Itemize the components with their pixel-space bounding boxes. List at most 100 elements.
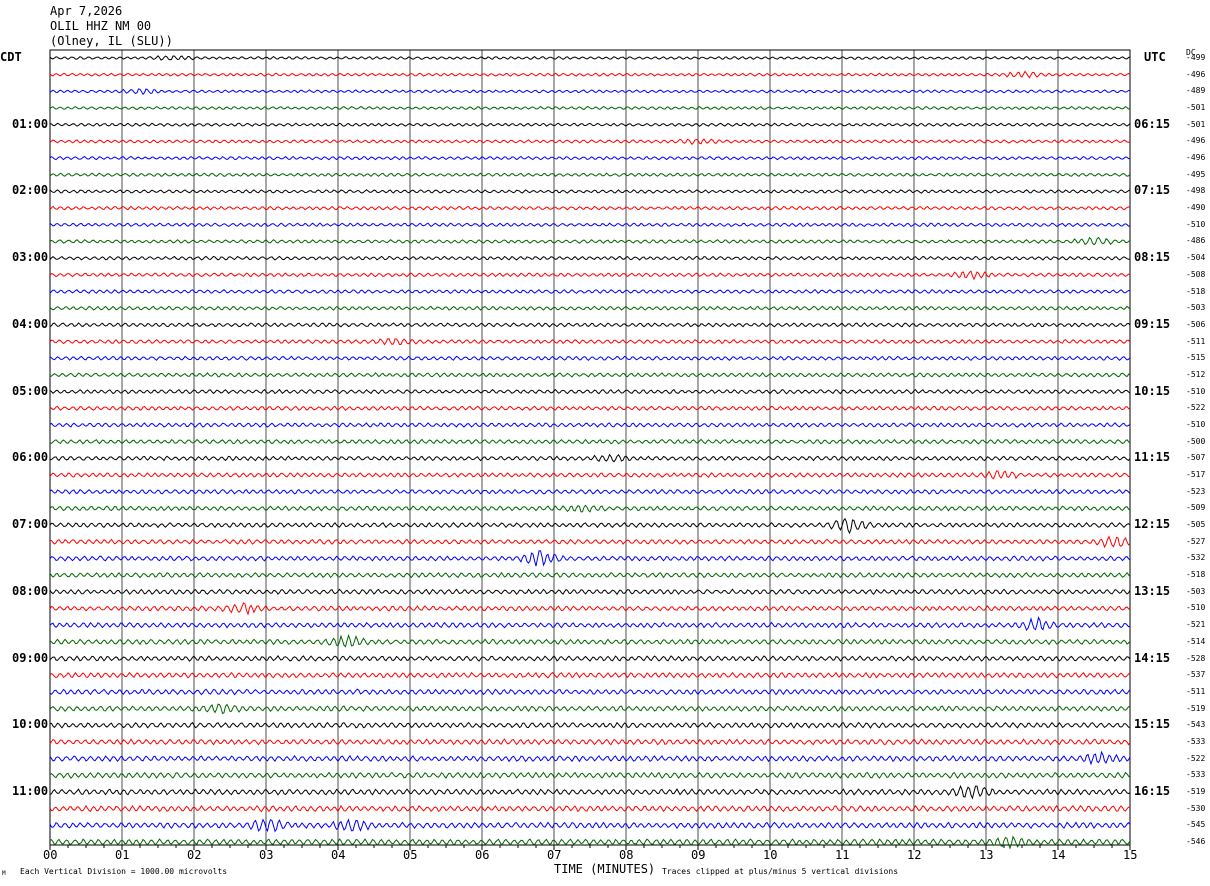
dc-offset-label: -496 (1186, 69, 1206, 79)
dc-offset-label: -500 (1186, 436, 1206, 446)
left-time-label: 03:00 (12, 250, 49, 265)
dc-offset-label: -503 (1186, 586, 1206, 596)
dc-offset-label: -510 (1186, 419, 1206, 429)
dc-offset-label: -489 (1186, 86, 1206, 96)
dc-offset-label: -519 (1186, 786, 1206, 796)
x-tick-label: 03 (259, 848, 274, 862)
dc-offset-label: -543 (1186, 720, 1206, 730)
dc-offset-label: -507 (1186, 453, 1206, 463)
left-time-label: 10:00 (12, 717, 49, 732)
seismic-trace (49, 804, 1131, 813)
seismic-trace (49, 616, 1131, 631)
right-time-label: 06:15 (1134, 116, 1171, 131)
right-time-label: 12:15 (1134, 517, 1171, 532)
seismic-trace (49, 550, 1131, 567)
dc-offset-label: -533 (1186, 736, 1206, 746)
seismic-trace (49, 784, 1131, 800)
dc-offset-label: -518 (1186, 286, 1206, 296)
dc-offset-label: -506 (1186, 319, 1206, 329)
x-tick-label: 04 (331, 848, 346, 862)
dc-offset-label: -496 (1186, 136, 1206, 146)
seismic-trace (49, 655, 1131, 662)
seismic-trace (49, 372, 1131, 378)
seismic-trace (49, 721, 1131, 729)
seismic-trace (49, 633, 1131, 648)
dc-offset-label: -533 (1186, 770, 1206, 780)
seismic-trace (49, 205, 1131, 211)
left-time-label: 05:00 (12, 383, 49, 398)
right-time-label: 14:15 (1134, 650, 1171, 665)
dc-offset-label: -495 (1186, 169, 1206, 179)
right-time-label: 13:15 (1134, 583, 1171, 598)
right-time-label: 16:15 (1134, 783, 1171, 798)
dc-label: DC (1186, 48, 1196, 57)
dc-offset-label: -546 (1186, 837, 1206, 846)
x-tick-label: 10 (763, 848, 778, 862)
dc-offset-label: -517 (1186, 470, 1206, 480)
seismic-trace (49, 172, 1131, 178)
dc-offset-label: -527 (1186, 536, 1206, 546)
x-tick-label: 08 (619, 848, 634, 862)
dc-offset-label: -496 (1186, 153, 1206, 163)
right-time-label: 07:15 (1134, 183, 1171, 198)
header-date: Apr 7,2026 (50, 4, 123, 18)
dc-offset-label: -528 (1186, 653, 1206, 663)
seismic-trace (49, 255, 1131, 261)
dc-offset-label: -501 (1186, 119, 1206, 129)
x-tick-label: 05 (403, 848, 418, 862)
seismic-trace (49, 55, 1131, 61)
right-time-label: 10:15 (1134, 383, 1171, 398)
dc-offset-label: -504 (1186, 253, 1206, 263)
right-time-label: 11:15 (1134, 450, 1171, 465)
seismic-trace (49, 70, 1131, 79)
dc-offset-label: -509 (1186, 503, 1206, 513)
clip-note: Traces clipped at plus/minus 5 vertical … (662, 867, 899, 876)
seismic-trace (49, 438, 1131, 445)
dc-offset-label: -515 (1186, 353, 1206, 363)
seismic-trace (49, 222, 1131, 228)
header-station: OLIL HHZ NM 00 (50, 19, 152, 33)
dc-offset-label: -532 (1186, 553, 1206, 563)
dc-offset-label: -522 (1186, 403, 1206, 413)
dc-offset-label: -505 (1186, 520, 1206, 530)
dc-offset-label: -514 (1186, 636, 1206, 646)
seismic-trace (49, 270, 1131, 281)
dc-offset-label: -523 (1186, 486, 1206, 496)
seismic-trace (49, 835, 1131, 850)
seismic-trace (49, 488, 1131, 495)
x-tick-label: 07 (547, 848, 562, 862)
x-axis-title: TIME (MINUTES) (554, 862, 656, 876)
left-time-label: 09:00 (12, 650, 49, 665)
dc-offset-label: -545 (1186, 820, 1206, 830)
x-tick-label: 12 (907, 848, 922, 862)
left-time-label: 02:00 (12, 183, 49, 198)
seismic-trace (49, 122, 1131, 127)
x-tick-label: 06 (475, 848, 490, 862)
dc-offset-label: -508 (1186, 269, 1206, 279)
seismic-trace (49, 517, 1131, 535)
dc-offset-label: -510 (1186, 219, 1206, 229)
dc-offset-label: -486 (1186, 236, 1206, 246)
dc-offset-label: -503 (1186, 303, 1206, 313)
dc-offset-label: -499 (1186, 53, 1206, 62)
dc-offset-label: -510 (1186, 386, 1206, 396)
x-tick-label: 15 (1123, 848, 1138, 862)
seismic-trace (49, 322, 1131, 328)
right-timezone-label: UTC (1144, 50, 1166, 64)
scale-note: Each Vertical Division = 1000.00 microvo… (20, 867, 228, 876)
left-time-label: 06:00 (12, 450, 49, 465)
seismic-trace (49, 138, 1131, 146)
left-time-label: 11:00 (12, 783, 49, 798)
x-tick-label: 11 (835, 848, 850, 862)
x-tick-label: 00 (43, 848, 58, 862)
header-location: (Olney, IL (SLU)) (50, 34, 173, 48)
dc-offset-label: -522 (1186, 753, 1206, 763)
seismic-trace (49, 602, 1131, 616)
seismic-trace (49, 422, 1131, 428)
seismic-trace (49, 470, 1131, 480)
right-time-label: 15:15 (1134, 717, 1171, 732)
dc-offset-label: -521 (1186, 620, 1206, 630)
seismic-trace (49, 355, 1131, 361)
seismic-trace (49, 535, 1131, 549)
